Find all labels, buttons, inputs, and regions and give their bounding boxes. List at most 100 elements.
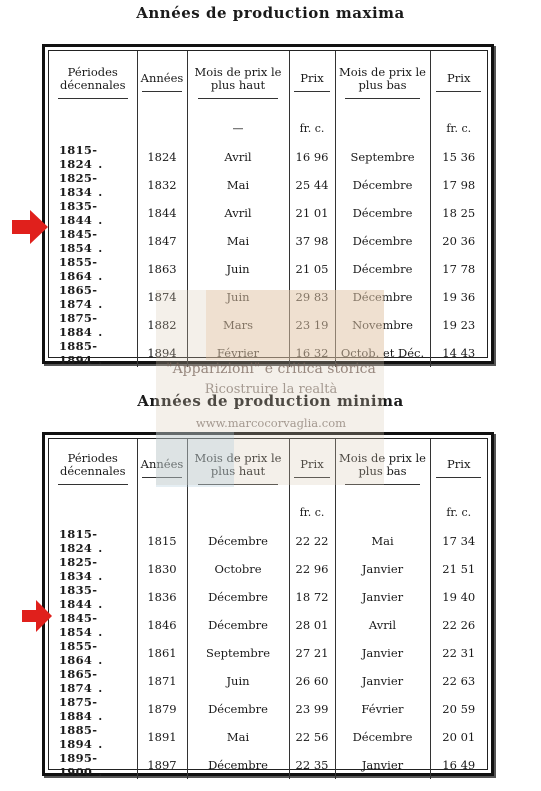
month-low-cell: Janvier: [334, 667, 430, 695]
price-low-cell: 16 49: [429, 751, 487, 779]
price-low-cell: 18 25: [429, 199, 487, 227]
price-low-cell: 22 63: [429, 667, 487, 695]
header-mois-bas: Mois de prix le plus bas: [334, 439, 430, 497]
price-low-cell: 22 26: [429, 611, 487, 639]
month-high-cell: Décembre: [186, 583, 289, 611]
units-row: — fr. c. fr. c.: [49, 113, 487, 143]
year-cell: 1824: [136, 143, 187, 171]
table-row: 1845-1854. 1846 Décembre 28 01 Avril 22 26: [49, 611, 487, 639]
watermark-overlay: [156, 432, 234, 487]
month-low-cell: Décembre: [334, 199, 430, 227]
price-low-cell: 17 78: [429, 255, 487, 283]
watermark-overlay: [206, 290, 384, 360]
watermark-overlay: [156, 290, 384, 485]
table-minima: Périodes décennales Années Mois de prix …: [49, 439, 487, 779]
header-prix-bas: Prix: [429, 51, 487, 113]
watermark-text: "Apparizioni" e critica storica: [166, 361, 376, 377]
unit-prix: fr. c.: [429, 497, 487, 527]
table-row: 1835-1844. 1836 Décembre 18 72 Janvier 19 40: [49, 583, 487, 611]
year-cell: 1891: [136, 723, 187, 751]
period-cell: 1815-1824.: [59, 143, 103, 171]
period-cell: 1845-1854.: [59, 611, 103, 639]
price-low-cell: 22 31: [429, 639, 487, 667]
header-prix-haut: Prix: [288, 439, 335, 497]
period-cell: 1895-1900.: [59, 751, 103, 779]
period-cell: 1845-1854.: [59, 227, 103, 255]
month-low-cell: Janvier: [334, 555, 430, 583]
month-low-cell: Décembre: [334, 255, 430, 283]
units-row: fr. c. fr. c.: [49, 497, 487, 527]
price-high-cell: 27 21: [288, 639, 335, 667]
month-high-cell: Février: [186, 339, 289, 367]
red-arrow-icon: [12, 210, 48, 244]
month-low-cell: Décembre: [334, 171, 430, 199]
month-high-cell: Décembre: [186, 751, 289, 779]
month-high-cell: Juin: [186, 255, 289, 283]
price-high-cell: 22 56: [288, 723, 335, 751]
table-row: 1865-1874. 1874 Juin 29 83 Décembre 19 36: [49, 283, 487, 311]
table-row: 1825-1834. 1830 Octobre 22 96 Janvier 21 51: [49, 555, 487, 583]
price-high-cell: 22 22: [288, 527, 335, 555]
header-mois-haut: Mois de prix le plus haut: [186, 51, 289, 113]
header-annees: Années: [136, 51, 187, 113]
header-periodes: Périodes décennales: [49, 439, 137, 497]
month-low-cell: Janvier: [334, 751, 430, 779]
year-cell: 1882: [136, 311, 187, 339]
table-row: 1895-1900. 1897 Décembre 22 35 Janvier 16 49: [49, 751, 487, 779]
table-row: 1875-1884. 1882 Mars 23 19 Novembre 19 23: [49, 311, 487, 339]
period-cell: 1875-1884.: [59, 311, 103, 339]
unit-mois: —: [186, 113, 289, 143]
period-cell: 1855-1864.: [59, 639, 103, 667]
month-high-cell: Avril: [186, 143, 289, 171]
unit-prix: fr. c.: [288, 113, 335, 143]
table-row: 1865-1874. 1871 Juin 26 60 Janvier 22 63: [49, 667, 487, 695]
month-high-cell: Septembre: [186, 639, 289, 667]
month-low-cell: Avril: [334, 611, 430, 639]
header-row: Périodes décennales Années Mois de prix …: [49, 439, 487, 497]
header-annees: Années: [136, 439, 187, 497]
price-low-cell: 20 59: [429, 695, 487, 723]
table-row: 1845-1854. 1847 Mai 37 98 Décembre 20 36: [49, 227, 487, 255]
header-mois-bas: Mois de prix le plus bas: [334, 51, 430, 113]
table-row: 1825-1834. 1832 Mai 25 44 Décembre 17 98: [49, 171, 487, 199]
year-cell: 1861: [136, 639, 187, 667]
price-high-cell: 29 83: [288, 283, 335, 311]
period-cell: 1815-1824.: [59, 527, 103, 555]
year-cell: 1863: [136, 255, 187, 283]
year-cell: 1897: [136, 751, 187, 779]
month-high-cell: Mai: [186, 227, 289, 255]
year-cell: 1844: [136, 199, 187, 227]
price-low-cell: 14 43: [429, 339, 487, 367]
price-high-cell: 26 60: [288, 667, 335, 695]
price-high-cell: 18 72: [288, 583, 335, 611]
price-high-cell: 28 01: [288, 611, 335, 639]
table-maxima: Périodes décennales Années Mois de prix …: [49, 51, 487, 367]
month-low-cell: Janvier: [334, 639, 430, 667]
price-high-cell: 25 44: [288, 171, 335, 199]
month-high-cell: Octobre: [186, 555, 289, 583]
price-low-cell: 17 98: [429, 171, 487, 199]
price-high-cell: 22 35: [288, 751, 335, 779]
month-low-cell: Octob. et Déc.: [334, 339, 430, 367]
table-minima-frame: Périodes décennales Années Mois de prix …: [42, 432, 494, 779]
price-high-cell: 21 01: [288, 199, 335, 227]
title-maxima: Années de production maxima: [136, 4, 405, 22]
price-high-cell: 16 32: [288, 339, 335, 367]
table-row: 1855-1864. 1861 Septembre 27 21 Janvier 22 31: [49, 639, 487, 667]
period-cell: 1825-1834.: [59, 171, 103, 199]
header-prix-haut: Prix: [288, 51, 335, 113]
month-high-cell: Décembre: [186, 695, 289, 723]
year-cell: 1894: [136, 339, 187, 367]
month-high-cell: Mai: [186, 171, 289, 199]
month-low-cell: Décembre: [334, 723, 430, 751]
period-cell: 1855-1864.: [59, 255, 103, 283]
table-row: 1835-1844. 1844 Avril 21 01 Décembre 18 25: [49, 199, 487, 227]
header-prix-bas: Prix: [429, 439, 487, 497]
watermark-text: Ricostruire la realtà: [204, 382, 338, 397]
price-high-cell: 37 98: [288, 227, 335, 255]
year-cell: 1815: [136, 527, 187, 555]
price-low-cell: 20 36: [429, 227, 487, 255]
month-low-cell: Mai: [334, 527, 430, 555]
price-low-cell: 19 36: [429, 283, 487, 311]
month-high-cell: Juin: [186, 283, 289, 311]
